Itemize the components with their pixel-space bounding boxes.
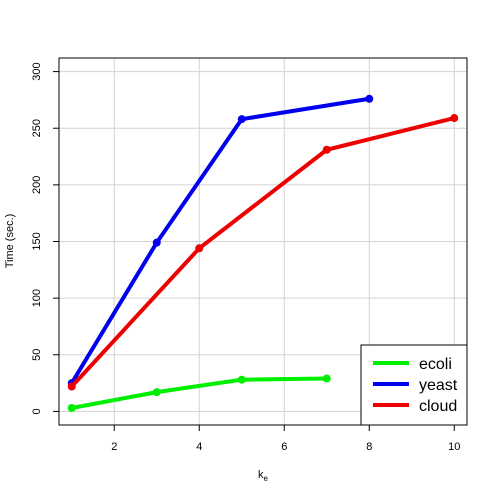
legend: ecoli yeast cloud bbox=[360, 344, 468, 426]
x-tick-label: 8 bbox=[366, 441, 372, 453]
x-tick-label: 4 bbox=[196, 441, 202, 453]
x-tick-label: 6 bbox=[281, 441, 287, 453]
y-tick-label: 300 bbox=[31, 62, 43, 80]
series-lines bbox=[67, 94, 459, 413]
series-line-ecoli bbox=[69, 376, 329, 411]
y-tick-label: 0 bbox=[31, 408, 43, 414]
y-axis-title: Time (sec.) bbox=[4, 214, 16, 269]
data-point-cloud bbox=[67, 382, 76, 391]
legend-label-cloud: cloud bbox=[419, 398, 457, 415]
data-point-ecoli bbox=[322, 374, 331, 383]
data-point-yeast bbox=[365, 94, 374, 103]
legend-label-ecoli: ecoli bbox=[419, 356, 452, 373]
data-point-cloud bbox=[195, 244, 204, 253]
x-tick-label: 2 bbox=[111, 441, 117, 453]
data-point-cloud bbox=[322, 145, 331, 154]
y-tick-label: 150 bbox=[31, 232, 43, 250]
series-ecoli bbox=[67, 374, 331, 413]
data-point-ecoli bbox=[152, 388, 161, 397]
series-line-cloud bbox=[69, 116, 457, 389]
x-tick-label: 10 bbox=[448, 441, 460, 453]
data-point-cloud bbox=[450, 114, 459, 123]
y-tick-label: 100 bbox=[31, 289, 43, 307]
legend-label-yeast: yeast bbox=[419, 377, 458, 394]
data-point-yeast bbox=[152, 238, 161, 247]
grid bbox=[59, 58, 467, 425]
x-axis-title-subscript: e bbox=[264, 474, 269, 483]
y-axis: 0 50 100 150 200 250 300 bbox=[31, 62, 59, 414]
x-axis: 2 4 6 8 10 bbox=[111, 425, 460, 453]
data-point-ecoli bbox=[237, 375, 246, 384]
y-tick-label: 50 bbox=[31, 349, 43, 361]
y-tick-label: 250 bbox=[31, 119, 43, 137]
data-point-ecoli bbox=[67, 404, 76, 413]
series-cloud bbox=[67, 114, 459, 391]
y-tick-label: 200 bbox=[31, 176, 43, 194]
x-axis-title: ke bbox=[258, 469, 269, 483]
series-line-yeast bbox=[69, 96, 372, 386]
data-point-yeast bbox=[237, 115, 246, 124]
